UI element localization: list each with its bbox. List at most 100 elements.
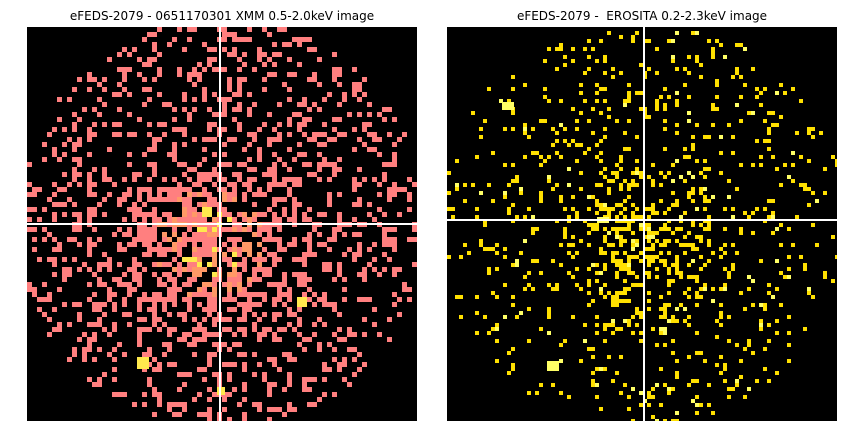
pixel: [247, 282, 252, 287]
pixel: [152, 47, 157, 52]
pixel: [555, 67, 559, 71]
pixel: [575, 143, 579, 147]
pixel: [647, 223, 651, 227]
pixel: [707, 227, 711, 231]
pixel: [282, 292, 287, 297]
pixel: [322, 362, 327, 367]
pixel: [177, 192, 182, 197]
pixel: [647, 235, 651, 239]
pixel: [367, 112, 372, 117]
pixel: [759, 91, 763, 95]
pixel: [107, 267, 112, 272]
pixel: [591, 383, 595, 387]
pixel: [639, 391, 643, 395]
pixel: [222, 257, 227, 262]
pixel: [177, 402, 182, 407]
pixel: [362, 267, 367, 272]
pixel: [727, 395, 731, 399]
pixel: [675, 307, 679, 311]
pixel: [247, 307, 252, 312]
pixel: [342, 377, 347, 382]
pixel: [695, 303, 699, 307]
pixel: [207, 282, 212, 287]
pixel: [297, 142, 302, 147]
pixel: [655, 383, 659, 387]
pixel: [142, 252, 147, 257]
pixel: [547, 155, 551, 159]
pixel: [282, 182, 287, 187]
pixel: [322, 292, 327, 297]
pixel: [87, 337, 92, 342]
pixel: [92, 212, 97, 217]
pixel: [162, 282, 167, 287]
pixel: [297, 272, 302, 277]
pixel: [679, 175, 683, 179]
pixel: [579, 83, 583, 87]
pixel: [187, 237, 192, 242]
pixel: [62, 257, 67, 262]
pixel: [479, 243, 483, 247]
pixel: [787, 359, 791, 363]
pixel: [659, 307, 663, 311]
pixel: [142, 297, 147, 302]
pixel: [332, 77, 337, 82]
pixel: [197, 322, 202, 327]
pixel: [523, 215, 527, 219]
pixel: [237, 247, 242, 252]
pixel: [695, 235, 699, 239]
pixel: [247, 92, 252, 97]
pixel: [639, 171, 643, 175]
pixel: [232, 52, 237, 57]
pixel: [547, 175, 551, 179]
pixel: [312, 332, 317, 337]
pixel: [559, 123, 563, 127]
pixel: [107, 287, 112, 292]
pixel: [687, 287, 691, 291]
pixel: [257, 337, 262, 342]
pixel: [392, 162, 397, 167]
pixel: [252, 167, 257, 172]
pixel: [635, 275, 639, 279]
pixel: [835, 163, 837, 167]
pixel: [691, 191, 695, 195]
pixel: [132, 277, 137, 282]
pixel: [237, 327, 242, 332]
pixel: [267, 187, 272, 192]
pixel: [72, 157, 77, 162]
pixel: [242, 367, 247, 372]
pixel: [372, 217, 377, 222]
pixel: [711, 251, 715, 255]
pixel: [177, 182, 182, 187]
pixel: [192, 257, 197, 262]
pixel: [47, 132, 52, 137]
pixel: [707, 239, 711, 243]
pixel: [499, 99, 503, 103]
pixel: [237, 37, 242, 42]
pixel: [237, 237, 242, 242]
pixel: [232, 262, 237, 267]
pixel: [212, 272, 217, 277]
pixel: [297, 62, 302, 67]
pixel: [252, 277, 257, 282]
pixel: [659, 95, 663, 99]
pixel: [327, 137, 332, 142]
pixel: [257, 232, 262, 237]
pixel: [227, 277, 232, 282]
pixel: [595, 211, 599, 215]
pixel: [639, 223, 643, 227]
pixel: [639, 215, 643, 219]
pixel: [571, 243, 575, 247]
pixel: [297, 177, 302, 182]
pixel: [302, 377, 307, 382]
pixel: [257, 57, 262, 62]
pixel: [137, 337, 142, 342]
pixel: [222, 227, 227, 232]
pixel: [162, 132, 167, 137]
pixel: [242, 292, 247, 297]
pixel: [57, 247, 62, 252]
pixel: [767, 283, 771, 287]
pixel: [117, 392, 122, 397]
pixel: [297, 277, 302, 282]
pixel: [232, 192, 237, 197]
pixel: [97, 347, 102, 352]
